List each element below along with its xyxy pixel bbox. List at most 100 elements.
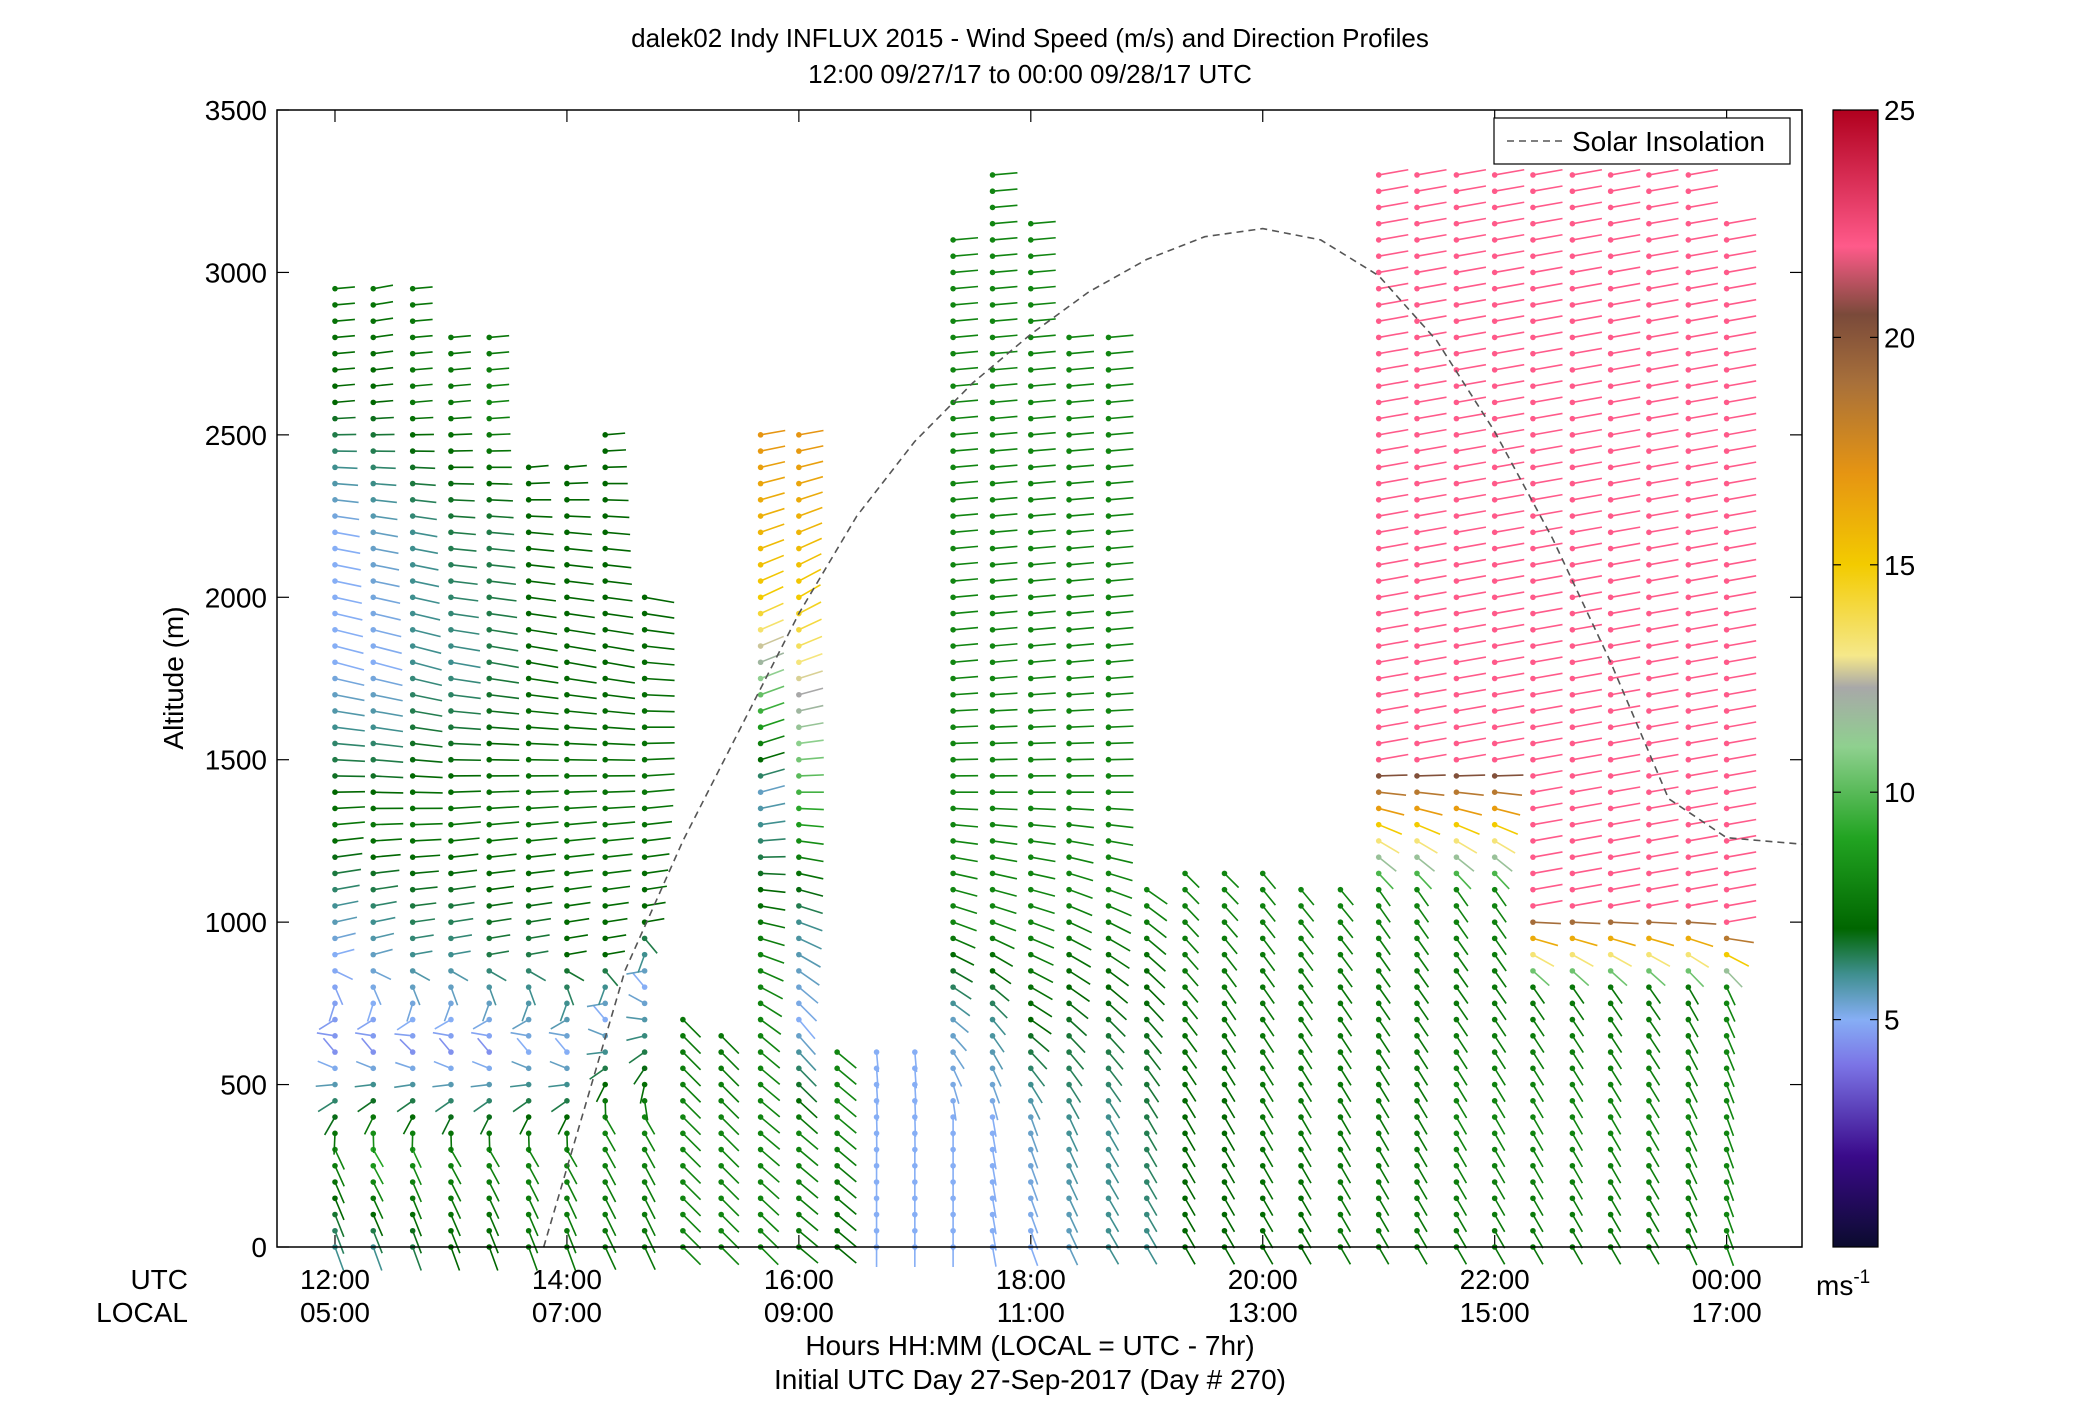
wind-barb bbox=[396, 1018, 414, 1031]
wind-barb bbox=[1146, 1002, 1165, 1022]
wind-barb-dot bbox=[370, 773, 377, 779]
wind-barb-dot bbox=[1491, 220, 1498, 227]
wind-barb-dot bbox=[1028, 350, 1034, 357]
wind-barb bbox=[1456, 791, 1484, 796]
wind-barb-dot bbox=[1337, 1065, 1344, 1072]
wind-barb bbox=[1725, 1068, 1735, 1088]
wind-barb-dot bbox=[1028, 1227, 1034, 1234]
wind-barb-dot bbox=[757, 740, 764, 747]
wind-barb bbox=[1416, 168, 1447, 176]
wind-barb-dot bbox=[989, 659, 996, 666]
wind-barb-dot bbox=[1569, 383, 1576, 389]
wind-barb bbox=[1494, 428, 1525, 436]
wind-barb bbox=[489, 531, 515, 536]
wind-barb bbox=[334, 742, 365, 747]
wind-barb bbox=[1610, 921, 1639, 925]
wind-barb bbox=[373, 596, 401, 605]
wind-barb-dot bbox=[409, 838, 416, 844]
wind-barb-dot bbox=[1453, 691, 1460, 698]
wind-barb-dot bbox=[602, 545, 608, 552]
wind-barb-dot bbox=[1607, 285, 1614, 292]
wind-barb bbox=[1572, 331, 1603, 339]
wind-barb bbox=[992, 986, 1010, 1002]
wind-barb bbox=[566, 677, 597, 684]
wind-barb bbox=[412, 791, 443, 794]
wind-barb-dot bbox=[525, 529, 532, 536]
wind-barb-dot bbox=[1607, 399, 1614, 406]
wind-barb-dot bbox=[1491, 302, 1498, 308]
wind-barb bbox=[450, 1246, 461, 1271]
wind-barb bbox=[798, 888, 824, 897]
wind-barb bbox=[1108, 383, 1134, 387]
wind-barb bbox=[1726, 704, 1757, 712]
wind-barb bbox=[450, 628, 480, 635]
wind-barb-dot bbox=[1723, 675, 1730, 682]
wind-barb bbox=[450, 416, 472, 420]
wind-barb bbox=[760, 1067, 781, 1086]
wind-barb bbox=[1069, 741, 1095, 745]
wind-barb-dot bbox=[1569, 1081, 1576, 1088]
wind-barb-dot bbox=[1607, 432, 1614, 438]
wind-barb bbox=[1726, 970, 1743, 988]
wind-barb-dot bbox=[602, 821, 608, 828]
wind-barb bbox=[1416, 347, 1447, 355]
wind-barb bbox=[798, 1100, 818, 1119]
wind-barb bbox=[953, 366, 979, 371]
wind-barb bbox=[1688, 704, 1719, 712]
wind-barb bbox=[479, 1116, 490, 1135]
wind-barb bbox=[1648, 986, 1662, 1004]
wind-barb-dot bbox=[1530, 838, 1536, 844]
wind-barb-dot bbox=[1646, 756, 1652, 763]
wind-barb bbox=[1532, 1181, 1544, 1200]
wind-barb bbox=[373, 775, 404, 779]
y-tick-label: 2000 bbox=[205, 582, 267, 613]
wind-barb bbox=[1493, 1084, 1506, 1103]
wind-barb-dot bbox=[448, 886, 454, 893]
wind-barb-dot bbox=[1723, 1065, 1730, 1072]
wind-barb bbox=[372, 1165, 384, 1185]
wind-barb-dot bbox=[1607, 643, 1614, 649]
wind-barb-dot bbox=[1646, 870, 1652, 877]
wind-barb-dot bbox=[332, 984, 338, 990]
wind-barb bbox=[512, 1100, 530, 1113]
wind-barb bbox=[1146, 889, 1168, 905]
wind-barb bbox=[1223, 1132, 1236, 1152]
wind-barb-dot bbox=[370, 545, 377, 552]
wind-barb bbox=[1108, 399, 1134, 404]
wind-barb bbox=[604, 1116, 616, 1135]
wind-barb-dot bbox=[1723, 724, 1730, 731]
wind-barb bbox=[1068, 1149, 1079, 1169]
wind-barb bbox=[1532, 656, 1563, 664]
wind-barb bbox=[760, 986, 784, 1000]
wind-barb bbox=[412, 499, 437, 504]
wind-barb-dot bbox=[796, 1033, 802, 1039]
wind-barb bbox=[952, 921, 977, 932]
wind-barb bbox=[798, 921, 823, 932]
wind-barb bbox=[597, 986, 606, 1006]
wind-barb-dot bbox=[796, 1195, 802, 1202]
wind-barb-dot bbox=[1453, 935, 1460, 942]
wind-barb-dot bbox=[1028, 220, 1034, 227]
wind-profile bbox=[950, 236, 979, 1267]
wind-barb-dot bbox=[448, 675, 454, 682]
wind-barb-dot bbox=[602, 756, 608, 763]
wind-barb-dot bbox=[1646, 545, 1652, 552]
wind-barb-dot bbox=[409, 675, 416, 682]
wind-barb bbox=[1456, 721, 1487, 729]
wind-barb bbox=[1300, 1181, 1312, 1200]
wind-barb-dot bbox=[1375, 643, 1382, 649]
wind-barb-dot bbox=[1453, 1130, 1460, 1137]
wind-barb bbox=[1532, 396, 1563, 404]
wind-barb-dot bbox=[1491, 497, 1498, 503]
wind-barb bbox=[1572, 802, 1603, 810]
wind-barb-dot bbox=[1028, 740, 1034, 747]
wind-barb-dot bbox=[602, 789, 608, 795]
wind-barb bbox=[605, 465, 627, 469]
wind-barb-dot bbox=[1569, 448, 1576, 454]
wind-barb bbox=[1494, 1002, 1507, 1021]
wind-barb-dot bbox=[448, 984, 454, 990]
wind-barb bbox=[992, 334, 1018, 339]
wind-barb bbox=[566, 917, 590, 923]
wind-barb bbox=[1030, 594, 1056, 599]
wind-barb bbox=[1610, 953, 1633, 967]
